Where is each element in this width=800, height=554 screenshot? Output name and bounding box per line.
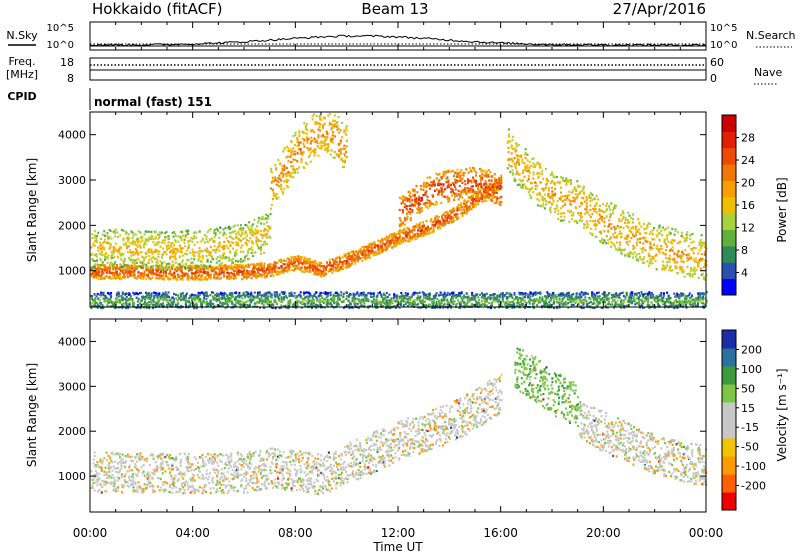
colorbar-cell [722,131,736,149]
colorbar-cell [722,180,736,198]
colorbar-tick-label: 200 [741,343,762,356]
power-scatter [90,112,708,310]
nave-label: Nave [754,66,782,79]
colorbar-cell [722,245,736,263]
scatter-band-evening-ionospheric [514,347,579,428]
y-tick-label: 3000 [58,380,86,393]
power-panel: 1000 2000 3000 4000 Slant Range [km] [25,111,708,310]
colorbar-cell [722,262,736,280]
colorbar-cell [722,384,736,403]
colorbar-tick-label: 15 [741,402,755,415]
colorbar-cell [722,115,736,132]
colorbar-tick-label: -50 [741,441,759,454]
y-tick-label: 2000 [58,425,86,438]
log-tick-high-right: 10^5 [710,23,737,34]
velocity-colorbar-label: Velocity [m s⁻¹] [775,368,789,461]
nave-tick-low: 0 [710,72,717,85]
colorbar-frame [721,329,737,511]
x-tick-label: 20:00 [586,526,621,540]
cpid-row: CPID normal (fast) 151 [7,88,212,110]
x-tick-label: 08:00 [278,526,313,540]
scatter-band-near-range [90,291,708,310]
x-tick-label: 04:00 [175,526,210,540]
scatter-band-morning-f-region [90,213,272,271]
x-tick-label: 00:00 [689,526,724,540]
freq-label: Freq. [8,55,35,68]
scatter-band-upper-band [398,166,503,228]
nsky-strip: N.Sky 10^5 10^0 10^5 10^0 N.Search [6,21,796,51]
colorbar-cell [722,164,736,181]
power-colorbar-label: Power [dB] [775,177,789,242]
colorbar-cell [722,456,736,475]
colorbar-cell [722,438,736,457]
x-tick-label: 00:00 [73,526,108,540]
power-colorbar: 4 8 12 16 20 24 28 [721,114,755,296]
y-tick-label: 3000 [58,174,86,187]
colorbar-tick-label: 100 [741,363,762,376]
colorbar-cell [722,420,736,439]
colorbar-cell [722,348,736,367]
colorbar-cell [722,278,736,296]
time-axis: 00:00 04:00 08:00 12:00 16:00 20:00 00:00 [73,22,724,540]
freq-tick-low: 8 [67,72,74,85]
freq-tick-high: 18 [60,56,74,69]
colorbar-tick-label: 4 [741,267,748,280]
colorbar-tick-label: 8 [741,244,748,257]
velocity-panel: 1000 2000 3000 4000 Slant Range [km] [25,318,708,513]
colorbar-tick-label: -15 [741,421,759,434]
date-title: 27/Apr/2016 [613,0,706,18]
station-title: Hokkaido (fitACF) [92,0,223,18]
nave-tick-high: 60 [710,56,724,69]
colorbar-tick-label: 28 [741,132,755,145]
colorbar-cell [722,229,736,247]
freq-unit: [MHz] [6,68,38,81]
colorbar-cell [722,213,736,231]
y-tick-label: 2000 [58,219,86,232]
log-tick-high-left: 10^5 [47,23,74,34]
colorbar-cell [722,492,736,511]
freq-strip: Freq. [MHz] 18 8 60 0 Nave [6,55,783,85]
colorbar-tick-label: 20 [741,177,755,190]
colorbar-tick-label: 12 [741,222,755,235]
cpid-label: CPID [7,90,36,103]
y-tick-label: 4000 [58,129,86,142]
nsky-label: N.Sky [6,29,38,42]
cpid-value: normal (fast) 151 [94,95,212,109]
colorbar-cell [722,330,736,349]
scatter-band-late-spray [270,112,348,210]
power-y-axis: 1000 2000 3000 4000 [58,129,706,278]
x-tick-label: 12:00 [381,526,416,540]
y-tick-label: 1000 [58,470,86,483]
colorbar-cell [722,474,736,493]
scatter-band-evening-band [506,128,708,281]
time-axis-label: Time UT [372,540,423,554]
velocity-scatter [90,347,708,496]
scatter-band-evening-ground [578,401,708,486]
velocity-ylabel: Slant Range [km] [25,363,39,467]
log-tick-low-left: 10^0 [47,40,74,51]
colorbar-tick-label: 16 [741,199,755,212]
y-tick-label: 1000 [58,265,86,278]
velocity-y-axis: 1000 2000 3000 4000 [58,335,706,483]
colorbar-cell [722,196,736,214]
scatter-band-ground-scatter-band [90,373,503,496]
colorbar-tick-label: 24 [741,154,755,167]
colorbar-tick-label: -100 [741,460,766,473]
y-tick-label: 4000 [58,335,86,348]
x-tick-label: 16:00 [483,526,518,540]
colorbar-cell [722,366,736,385]
nsearch-label: N.Search [746,29,796,42]
colorbar-cell [722,147,736,165]
colorbar-tick-label: -200 [741,480,766,493]
beam-title: Beam 13 [361,0,428,18]
colorbar-cell [722,402,736,421]
velocity-colorbar: 200 100 50 15 -15 -50 -100 -200 [721,329,766,511]
colorbar-tick-label: 50 [741,382,755,395]
power-ylabel: Slant Range [km] [25,158,39,262]
log-tick-low-right: 10^0 [710,40,737,51]
